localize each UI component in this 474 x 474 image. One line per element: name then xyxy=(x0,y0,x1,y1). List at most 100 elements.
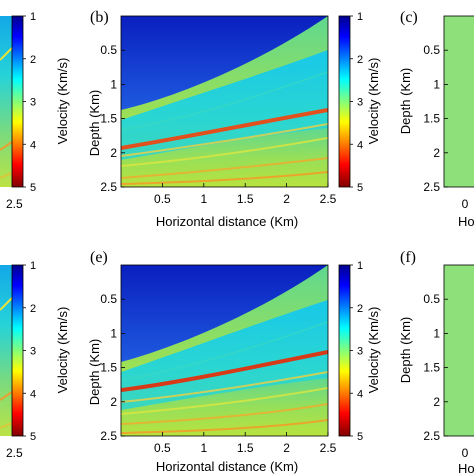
x-tick-label: 0.5 xyxy=(154,441,171,455)
colorbar-tick-label: 4 xyxy=(30,139,36,151)
colorbar-tick-label: 4 xyxy=(357,388,363,400)
y-tick-label: 2.5 xyxy=(100,429,117,443)
panel-d-heatmap xyxy=(0,265,12,436)
panel-b-heatmap xyxy=(121,16,328,187)
panel-f-x-tick: 0 xyxy=(462,446,469,460)
panel-a-reflector xyxy=(0,172,12,179)
y-tick-label: 0.5 xyxy=(100,43,117,57)
panel-e-reflector xyxy=(121,419,328,434)
x-tick-label: 2.5 xyxy=(320,192,337,206)
panel-d-x-tick: 2.5 xyxy=(6,446,23,460)
y-tick-label: 2 xyxy=(110,146,117,160)
colorbar-tick-label: 1 xyxy=(30,260,36,272)
panel-c-axes-ticks: 0.5 1 1.5 2 2.5 xyxy=(423,43,448,194)
panel-b-reflector xyxy=(121,71,328,131)
y-tick-label: 2.5 xyxy=(423,180,440,194)
y-tick-label: 1.5 xyxy=(100,112,117,126)
panel-a-x-tick: 2.5 xyxy=(6,197,23,211)
colorbar-tick-label: 1 xyxy=(357,260,363,272)
colorbar-tick-label: 2 xyxy=(357,303,363,315)
y-tick-label: 2.5 xyxy=(100,180,117,194)
panel-e-colorbar xyxy=(338,264,351,437)
panel-b-frame xyxy=(120,15,329,188)
panel-b-reflector xyxy=(121,171,328,185)
y-tick-label: 2 xyxy=(110,395,117,409)
panel-a-reflector xyxy=(0,141,12,151)
panel-a-colorbar-ticks: 1 2 3 4 5 xyxy=(23,11,36,194)
colorbar-tick-label: 4 xyxy=(30,388,36,400)
panel-c-heatmap xyxy=(443,15,474,188)
panel-b-reflector xyxy=(121,157,328,179)
panel-b-x-label: Horizontal distance (Km) xyxy=(156,214,298,229)
y-tick-label: 1.5 xyxy=(423,112,440,126)
panel-f-axes-ticks: 0.5 1 1.5 2 2.5 xyxy=(423,292,448,443)
colorbar-tick-label: 5 xyxy=(357,431,363,443)
colorbar-tick-label: 3 xyxy=(30,346,36,358)
panel-c: 0.5 1 1.5 2 2.5 Depth (Km) 0 Ho (c) xyxy=(398,9,474,229)
panel-b-reflector xyxy=(121,137,328,167)
y-tick-label: 1 xyxy=(433,77,440,91)
y-tick-label: 0.5 xyxy=(423,292,440,306)
panel-f-label: (f) xyxy=(400,249,416,266)
panel-b: 0.5 1 1.5 2 2.5 0.5 1 1.5 2 2.5 1 2 3 4 5 Velocity (K… xyxy=(87,9,381,229)
colorbar-tick-label: 1 xyxy=(30,11,36,23)
colorbar-tick-label: 3 xyxy=(357,97,363,109)
panel-d-colorbar-label: Velocity (Km/s) xyxy=(55,307,70,394)
panel-e: 0.5 1 1.5 2 2.5 0.5 1 1.5 2 2.5 1 2 3 4 5 Velocity (K… xyxy=(87,249,381,474)
colorbar-tick-label: 2 xyxy=(30,54,36,66)
panel-e-axes-ticks: 0.5 1 1.5 2 2.5 0.5 1 1.5 2 2.5 xyxy=(100,292,336,455)
y-tick-label: 1 xyxy=(110,326,117,340)
colorbar-tick-label: 1 xyxy=(357,11,363,23)
x-tick-label: 1 xyxy=(200,192,207,206)
panel-a: 1 2 3 4 5 Velocity (Km/s) 2.5 xyxy=(0,11,70,211)
x-tick-label: 1 xyxy=(200,441,207,455)
panel-b-deep-layer xyxy=(121,128,328,187)
panel-b-colorbar-ticks: 1 2 3 4 5 xyxy=(350,11,363,194)
panel-a-colorbar-label: Velocity (Km/s) xyxy=(55,58,70,145)
colorbar-tick-label: 4 xyxy=(357,139,363,151)
panel-d-colorbar-ticks: 1 2 3 4 5 xyxy=(23,260,36,443)
panel-f-y-label: Depth (Km) xyxy=(398,317,413,383)
panel-e-reflector xyxy=(121,321,328,381)
panel-d-colorbar xyxy=(11,264,24,437)
panel-b-axes-ticks: 0.5 1 1.5 2 2.5 0.5 1 1.5 2 2.5 xyxy=(100,43,336,206)
colorbar-tick-label: 5 xyxy=(357,182,363,194)
panel-c-x-tick: 0 xyxy=(462,197,469,211)
panel-f-x-label: Ho xyxy=(458,461,474,474)
panel-e-strong-reflector xyxy=(121,350,328,392)
colorbar-tick-label: 5 xyxy=(30,182,36,194)
y-tick-label: 2 xyxy=(433,146,440,160)
y-tick-label: 2.5 xyxy=(423,429,440,443)
y-tick-label: 1 xyxy=(433,326,440,340)
panel-e-colorbar-ticks: 1 2 3 4 5 xyxy=(350,260,363,443)
panel-d-reflector xyxy=(0,391,12,401)
panel-e-y-label: Depth (Km) xyxy=(87,339,102,405)
colorbar-tick-label: 3 xyxy=(30,97,36,109)
x-tick-label: 1.5 xyxy=(237,192,254,206)
panel-b-label: (b) xyxy=(90,9,109,26)
colorbar-tick-label: 2 xyxy=(357,54,363,66)
panel-e-heatmap xyxy=(121,265,328,436)
colorbar-tick-label: 5 xyxy=(30,431,36,443)
x-tick-label: 0.5 xyxy=(154,192,171,206)
panel-c-y-label: Depth (Km) xyxy=(398,68,413,134)
panel-c-x-label: Ho xyxy=(458,214,474,229)
y-tick-label: 2 xyxy=(433,395,440,409)
panel-e-frame xyxy=(120,264,329,437)
panel-b-reflector xyxy=(121,123,328,157)
y-tick-label: 0.5 xyxy=(100,292,117,306)
panel-e-water-layer xyxy=(121,265,328,362)
panel-b-strong-reflector xyxy=(121,108,328,150)
x-tick-label: 1.5 xyxy=(237,441,254,455)
colorbar-tick-label: 2 xyxy=(30,303,36,315)
panel-f-heatmap xyxy=(443,264,474,437)
panel-f: 0.5 1 1.5 2 2.5 Depth (Km) 0 Ho (f) xyxy=(398,249,474,474)
panel-e-label: (e) xyxy=(90,249,108,266)
x-tick-label: 2.5 xyxy=(320,441,337,455)
panel-e-reflector xyxy=(121,371,328,403)
panel-a-reflector xyxy=(0,47,12,61)
panel-e-colorbar-label: Velocity (Km/s) xyxy=(366,307,381,394)
panel-d-reflector xyxy=(0,297,12,311)
panel-c-label: (c) xyxy=(400,9,418,26)
